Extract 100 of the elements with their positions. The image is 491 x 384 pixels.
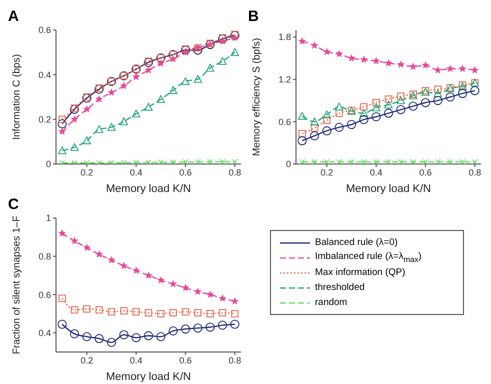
point [372,98,380,106]
point [348,158,354,164]
point [168,326,178,336]
point [231,297,239,304]
point [323,116,330,124]
point [207,158,214,164]
point [348,54,356,62]
point [360,103,368,111]
point [106,338,116,347]
point [70,237,78,244]
x-axis-title: Memory load K/N [346,183,432,195]
x-tick-label: 0.6 [179,355,192,366]
point [218,309,226,316]
y-tick-label: 0.4 [38,70,51,80]
point [144,309,152,316]
point [218,320,228,330]
chart-title: C [8,196,19,213]
point [156,332,166,342]
point [182,308,190,316]
y-tick-label: 0.8 [38,251,51,262]
y-axis-title: Memory efficiency S (bpfs) [252,38,263,156]
x-tick-label: 0.4 [370,167,382,178]
point [420,98,430,108]
point [218,57,227,65]
point [95,250,103,258]
point [458,88,468,98]
point [158,159,164,164]
x-tick-label: 0.2 [80,167,94,178]
point [58,229,66,236]
point [169,86,178,94]
y-tick-label: 0 [286,159,291,170]
point [206,322,215,332]
point [132,110,140,118]
point [460,158,466,164]
point [231,310,238,318]
legend-label: Balanced rule (λ=0) [315,237,398,248]
point [107,123,116,131]
point [373,158,380,164]
point [95,95,103,102]
point [157,310,164,318]
point [335,50,343,58]
y-axis-title: Fraction of silent synapses 1–F [12,216,23,354]
point [70,329,80,338]
point [194,74,202,83]
point [95,125,104,134]
y-tick-label: 1.8 [278,32,291,42]
point [384,100,393,108]
x-tick-label: 0.4 [130,167,142,178]
point [384,108,394,118]
point [170,159,176,164]
point [220,158,226,164]
point [132,308,140,316]
point [218,294,226,302]
point [447,158,454,164]
point [156,95,165,103]
point [194,159,201,164]
point [83,244,91,251]
point [182,284,190,292]
y-tick-label: 1.2 [278,74,291,85]
point [83,105,91,112]
point [144,66,152,74]
point [372,112,381,122]
point [206,290,214,298]
point [70,143,79,151]
point [194,309,202,316]
point [396,96,405,104]
point [298,136,307,146]
point [386,158,392,164]
point [360,158,367,164]
y-axis-title: Information C (bps) [12,54,23,140]
point [230,320,240,329]
y-tick-label: 0.6 [38,25,51,36]
x-axis-title: Memory load K/N [106,371,192,383]
point [372,57,380,64]
point [310,118,319,126]
point [312,158,318,164]
point [384,59,392,66]
point [58,116,66,123]
point [193,46,202,55]
point [108,308,116,316]
point [146,159,152,164]
point [133,159,140,164]
x-tick-label: 0.6 [419,167,432,178]
point [310,131,320,140]
point [182,159,188,164]
point [458,64,466,72]
point [157,60,165,67]
point [82,332,92,342]
point [324,158,330,164]
point [58,146,66,154]
point [323,48,331,56]
x-tick-label: 0.4 [130,355,142,366]
point [157,276,165,284]
point [472,158,478,164]
point [194,288,202,295]
point [396,105,406,114]
point [299,158,306,164]
point [446,64,454,72]
point [433,96,442,106]
point [108,256,116,264]
